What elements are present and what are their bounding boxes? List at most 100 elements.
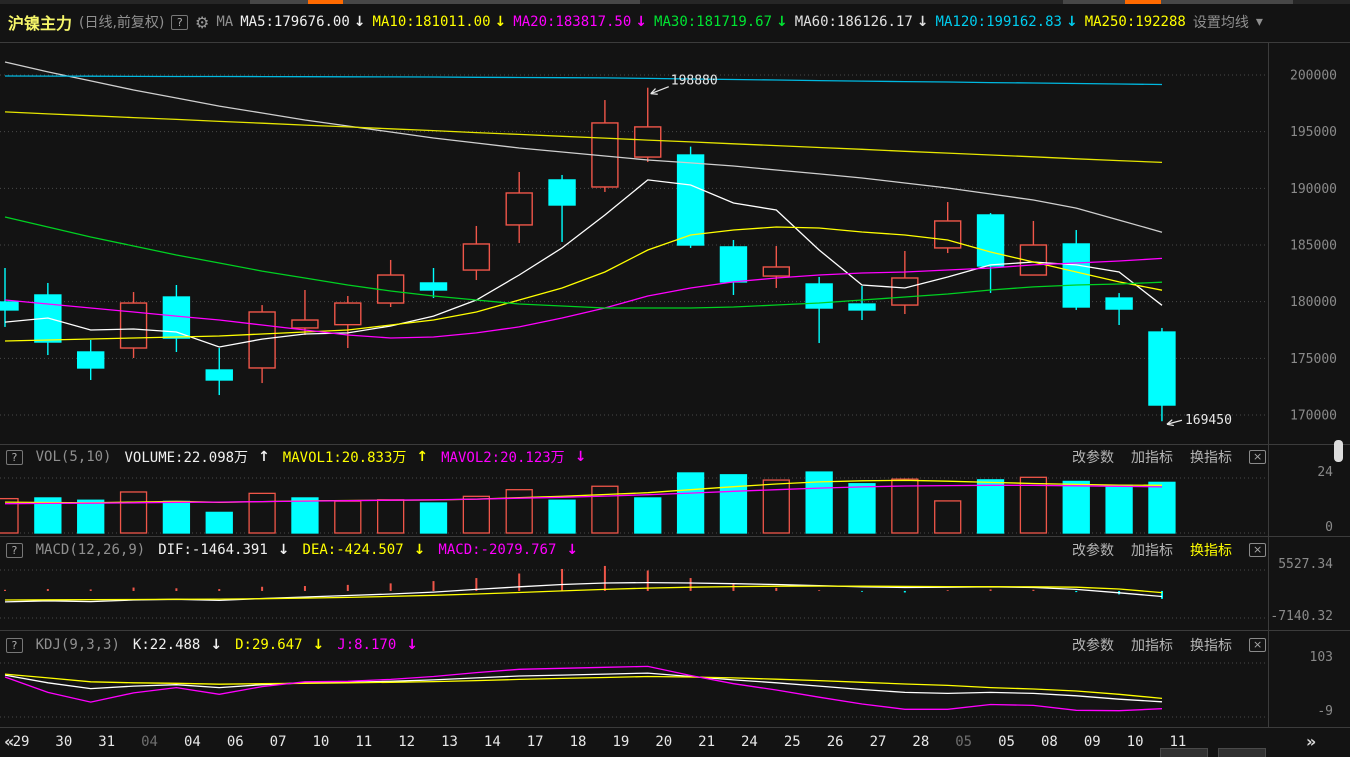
- candle-body: [1105, 297, 1133, 310]
- volume-bar: [462, 495, 491, 534]
- annotation-arrow: [1166, 419, 1183, 425]
- bottom-right-button[interactable]: [1160, 748, 1208, 757]
- axis-labels: 200000 195000 190000 185000 180000 175000 1700…: [1270, 69, 1337, 720]
- ma60-line: [4, 61, 1163, 233]
- ma20-trend-arrow-icon: ↓: [635, 14, 648, 30]
- candle-body: [848, 303, 876, 311]
- ma-settings-button[interactable]: 设置均线: [1192, 15, 1249, 31]
- ma5-trend-arrow-icon: ↓: [353, 14, 366, 30]
- candle-body: [205, 369, 233, 381]
- kdj-indicator-header: ? KDJ(9,3,3) K:22.488 ↓ D:29.647 ↓ J:8.170…: [0, 635, 418, 655]
- vol-param-label: VOL(5,10): [35, 449, 112, 465]
- help-icon[interactable]: ?: [6, 542, 23, 558]
- x-axis-date-label: 18: [569, 734, 587, 750]
- bottom-right-button[interactable]: [1218, 748, 1266, 757]
- volume-bar: [976, 479, 1005, 534]
- volume-bar: [334, 500, 362, 534]
- axis-label: 195000: [1290, 125, 1337, 140]
- axis-label: 170000: [1290, 409, 1337, 424]
- switch-indicator-button[interactable]: 换指标: [1190, 543, 1232, 559]
- pane-resize-handle[interactable]: [1334, 440, 1343, 462]
- x-axis-date-label: 07: [269, 734, 287, 750]
- macd-param-label: MACD(12,26,9): [35, 542, 146, 558]
- annotation-text: 198880: [671, 74, 718, 89]
- volume-value: VOLUME:22.098万: [124, 450, 249, 466]
- ma120-value: MA120:199162.83: [935, 14, 1062, 30]
- k-trend-arrow-icon: ↓: [210, 637, 223, 653]
- mavol2-trend-arrow-icon: ↓: [574, 449, 587, 465]
- gear-icon[interactable]: ⚙: [195, 12, 210, 32]
- ma30-value: MA30:181719.67: [654, 14, 773, 30]
- axis-label: 103: [1310, 650, 1333, 665]
- kdj-param-label: KDJ(9,3,3): [35, 637, 120, 653]
- help-icon[interactable]: ?: [6, 449, 23, 465]
- x-axis-date-label: 27: [869, 734, 887, 750]
- annotation-arrowhead: [650, 88, 656, 95]
- modify-params-button[interactable]: 改参数: [1072, 450, 1114, 466]
- top-scrollbar[interactable]: [0, 0, 1350, 4]
- x-axis-date-label: 21: [698, 734, 716, 750]
- x-axis-date-label: 05: [955, 734, 973, 750]
- macd-value: MACD:-2079.767: [438, 542, 557, 558]
- ma120-trend-arrow-icon: ↓: [1065, 14, 1078, 30]
- ma20-line: [4, 257, 1163, 339]
- volume-bar: [591, 485, 619, 534]
- help-icon[interactable]: ?: [171, 14, 189, 30]
- candle-body: [462, 243, 491, 271]
- add-indicator-button[interactable]: 加指标: [1131, 543, 1173, 559]
- help-icon[interactable]: ?: [6, 637, 23, 653]
- k-value: K:22.488: [132, 637, 201, 653]
- macd-trend-arrow-icon: ↓: [566, 542, 579, 558]
- volume-bar: [848, 483, 876, 534]
- mavol2-value: MAVOL2:20.123万: [441, 450, 565, 466]
- ma5-value: MA5:179676.00: [240, 14, 350, 30]
- j-value: J:8.170: [337, 637, 397, 653]
- panel-separators: [0, 42, 1350, 728]
- x-axis-date-label: 04: [183, 734, 201, 750]
- dif-value: DIF:-1464.391: [158, 542, 268, 558]
- caret-down-icon[interactable]: ▾: [1255, 14, 1263, 30]
- switch-indicator-button[interactable]: 换指标: [1190, 638, 1232, 654]
- axis-label: 200000: [1290, 69, 1337, 84]
- vol-toolbar: 改参数 加指标 换指标 ×: [1072, 447, 1268, 467]
- x-axis-date-label: 25: [783, 734, 801, 750]
- annotation-arrow: [650, 86, 669, 95]
- scroll-right-button[interactable]: »: [1306, 732, 1317, 751]
- add-indicator-button[interactable]: 加指标: [1131, 450, 1173, 466]
- close-indicator-button[interactable]: ×: [1249, 450, 1267, 464]
- volume-bars: [0, 471, 1176, 534]
- switch-indicator-button[interactable]: 换指标: [1190, 450, 1232, 466]
- x-axis-date-label: 26: [826, 734, 844, 750]
- annotation-arrowhead: [1166, 419, 1173, 425]
- x-axis-date-label: 30: [55, 734, 73, 750]
- dif-trend-arrow-icon: ↓: [277, 542, 290, 558]
- dea-trend-arrow-icon: ↓: [413, 542, 426, 558]
- ma250-value: MA250:192288: [1084, 14, 1186, 30]
- scroll-left-button[interactable]: «: [4, 732, 15, 751]
- x-axis-date-label: 20: [655, 734, 673, 750]
- axis-label: -7140.32: [1270, 609, 1333, 624]
- mavol1-value: MAVOL1:20.833万: [282, 450, 407, 466]
- add-indicator-button[interactable]: 加指标: [1131, 638, 1173, 654]
- j-trend-arrow-icon: ↓: [406, 637, 419, 653]
- close-indicator-button[interactable]: ×: [1249, 543, 1267, 557]
- ma60-value: MA60:186126.17: [794, 14, 913, 30]
- x-axis-date-label: 08: [1040, 734, 1058, 750]
- macd-indicator-header: ? MACD(12,26,9) DIF:-1464.391 ↓ DEA:-424.…: [0, 540, 578, 560]
- candle-body: [762, 266, 790, 277]
- scrollbar-thumb-orange[interactable]: [1125, 0, 1161, 4]
- modify-params-button[interactable]: 改参数: [1072, 543, 1114, 559]
- scrollbar-track-segment: [250, 0, 640, 4]
- scrollbar-thumb-orange[interactable]: [308, 0, 343, 4]
- candle-body: [719, 246, 748, 283]
- close-indicator-button[interactable]: ×: [1249, 638, 1267, 652]
- kdj-toolbar: 改参数 加指标 换指标 ×: [1072, 635, 1268, 655]
- axis-label: 24: [1317, 465, 1333, 480]
- volume-bar: [77, 499, 105, 534]
- x-axis-date-label: 06: [226, 734, 244, 750]
- candle-body: [934, 220, 962, 249]
- ma10-line: [4, 226, 1163, 342]
- modify-params-button[interactable]: 改参数: [1072, 638, 1114, 654]
- volume-bar: [291, 497, 319, 534]
